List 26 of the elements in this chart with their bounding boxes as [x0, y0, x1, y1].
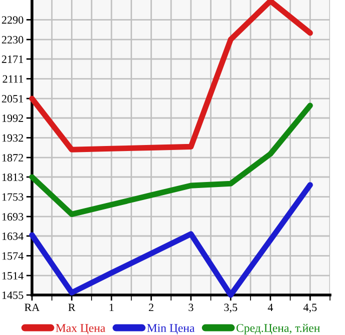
- y-tick-label: 1514: [2, 272, 24, 280]
- x-tick-label: 4,5: [303, 304, 317, 313]
- y-tick-label: 2111: [2, 75, 23, 83]
- x-tick-label: 4: [268, 304, 274, 312]
- x-tick-label: 2: [148, 304, 154, 312]
- y-tick-label: 1932: [2, 134, 24, 142]
- y-tick-label: 1872: [2, 154, 24, 162]
- y-tick-label: 1574: [2, 252, 24, 260]
- x-tick-label: 1: [110, 304, 114, 312]
- legend-label: Min Цена: [147, 324, 195, 334]
- y-tick-label: 1693: [2, 213, 24, 221]
- y-tick-label: 1813: [2, 173, 24, 181]
- x-tick-label: 3,5: [224, 304, 238, 313]
- y-tick-label: 1634: [2, 232, 24, 240]
- legend-label: Max Цена: [56, 324, 106, 334]
- y-tick-label: 2230: [2, 36, 24, 44]
- y-tick-label: 1455: [2, 292, 24, 299]
- y-tick-label: 2290: [2, 16, 24, 24]
- y-tick-label: 2171: [2, 55, 23, 63]
- legend-label: Сред.Цена, т.йен: [236, 324, 320, 334]
- x-tick-label: R: [68, 304, 76, 312]
- x-tick-label: RA: [24, 304, 40, 312]
- x-tick-label: 3: [188, 304, 194, 312]
- y-tick-label: 1753: [2, 193, 24, 201]
- y-tick-label: 1992: [2, 114, 24, 122]
- y-tick-label: 2051: [2, 95, 23, 103]
